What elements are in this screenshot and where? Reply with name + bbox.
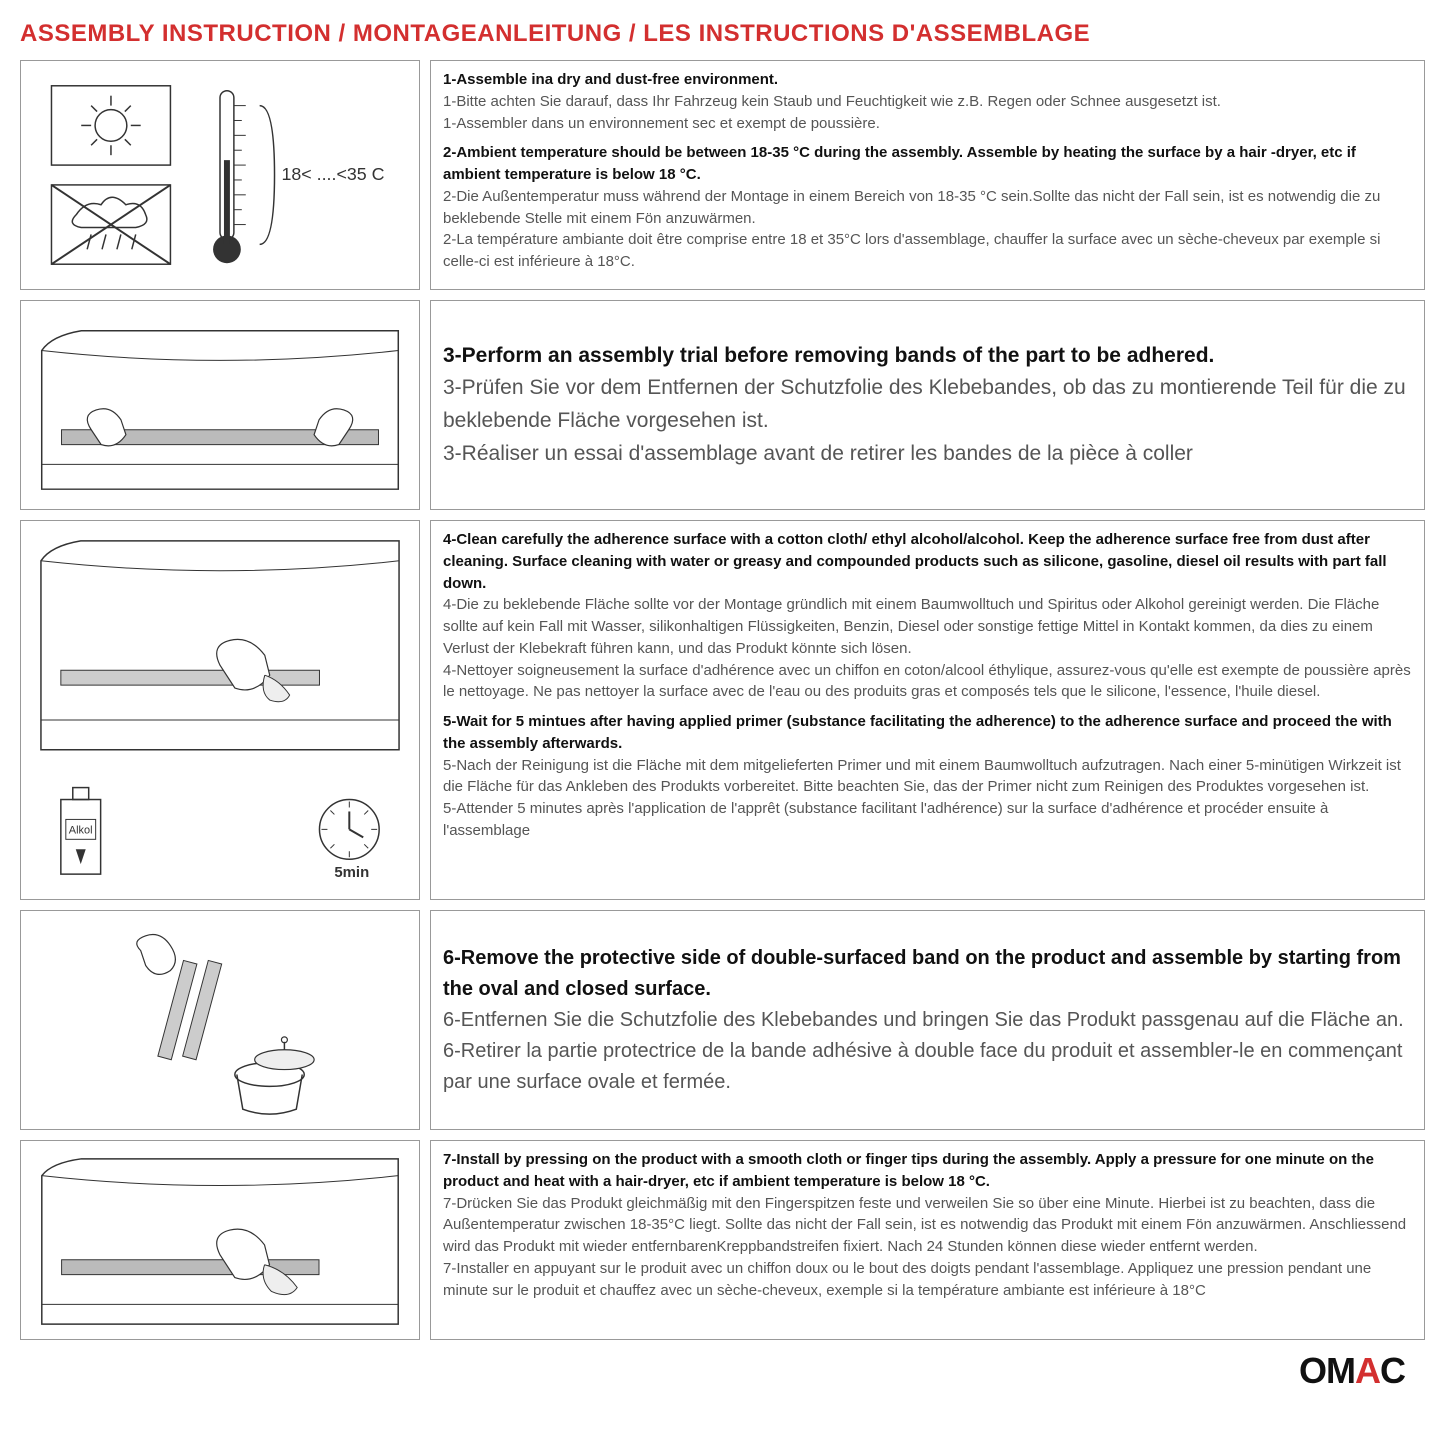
- step4-de: 4-Die zu beklebende Fläche sollte vor de…: [443, 594, 1412, 659]
- step1-en: 1-Assemble ina dry and dust-free environ…: [443, 69, 1412, 91]
- press-install-icon: [20, 1140, 420, 1340]
- brand-logo: OMAC: [20, 1350, 1425, 1392]
- step7-de: 7-Drücken Sie das Produkt gleichmäßig mi…: [443, 1193, 1412, 1258]
- step-text-2: 3-Perform an assembly trial before remov…: [430, 300, 1425, 510]
- step7-fr: 7-Installer en appuyant sur le produit a…: [443, 1258, 1412, 1302]
- bottle-label: Alkol: [69, 824, 93, 836]
- step6-en: 6-Remove the protective side of double-s…: [443, 943, 1412, 1005]
- step6-fr: 6-Retirer la partie protectrice de la ba…: [443, 1036, 1412, 1098]
- step5-fr: 5-Attender 5 minutes après l'application…: [443, 798, 1412, 842]
- step5-en: 5-Wait for 5 mintues after having applie…: [443, 711, 1412, 755]
- step-row-5: 7-Install by pressing on the product wit…: [20, 1140, 1425, 1340]
- step2-en: 2-Ambient temperature should be between …: [443, 142, 1412, 186]
- step-text-1: 1-Assemble ina dry and dust-free environ…: [430, 60, 1425, 290]
- logo-part2: A: [1355, 1350, 1380, 1391]
- temp-range-label: 18< ....<35 C: [281, 164, 384, 184]
- step2-fr: 2-La température ambiante doit être comp…: [443, 229, 1412, 273]
- step-row-1: 18< ....<35 C 1-Assemble ina dry and dus…: [20, 60, 1425, 290]
- step4-en: 4-Clean carefully the adherence surface …: [443, 529, 1412, 594]
- logo-part3: C: [1380, 1350, 1405, 1391]
- step1-de: 1-Bitte achten Sie darauf, dass Ihr Fahr…: [443, 91, 1412, 113]
- page-title: ASSEMBLY INSTRUCTION / MONTAGEANLEITUNG …: [20, 20, 1425, 48]
- step-text-3: 4-Clean carefully the adherence surface …: [430, 520, 1425, 900]
- step6-de: 6-Entfernen Sie die Schutzfolie des Kleb…: [443, 1005, 1412, 1036]
- step3-de: 3-Prüfen Sie vor dem Entfernen der Schut…: [443, 372, 1412, 437]
- step3-fr: 3-Réaliser un essai d'assemblage avant d…: [443, 438, 1412, 471]
- step3-en: 3-Perform an assembly trial before remov…: [443, 340, 1412, 373]
- step-text-5: 7-Install by pressing on the product wit…: [430, 1140, 1425, 1340]
- remove-tape-icon: [20, 910, 420, 1130]
- logo-part1: OM: [1299, 1350, 1355, 1391]
- step5-de: 5-Nach der Reinigung ist die Fläche mit …: [443, 755, 1412, 799]
- step1-fr: 1-Assembler dans un environnement sec et…: [443, 113, 1412, 135]
- step-row-2: 3-Perform an assembly trial before remov…: [20, 300, 1425, 510]
- step2-de: 2-Die Außentemperatur muss während der M…: [443, 186, 1412, 230]
- timer-label: 5min: [334, 864, 369, 881]
- step7-en: 7-Install by pressing on the product wit…: [443, 1149, 1412, 1193]
- step-text-4: 6-Remove the protective side of double-s…: [430, 910, 1425, 1130]
- temperature-icon: 18< ....<35 C: [20, 60, 420, 290]
- step-row-4: 6-Remove the protective side of double-s…: [20, 910, 1425, 1130]
- step-row-3: Alkol 5min 4-Clean carefully the adheren…: [20, 520, 1425, 900]
- step4-fr: 4-Nettoyer soigneusement la surface d'ad…: [443, 660, 1412, 704]
- trial-fit-icon: [20, 300, 420, 510]
- clean-surface-icon: Alkol 5min: [20, 520, 420, 900]
